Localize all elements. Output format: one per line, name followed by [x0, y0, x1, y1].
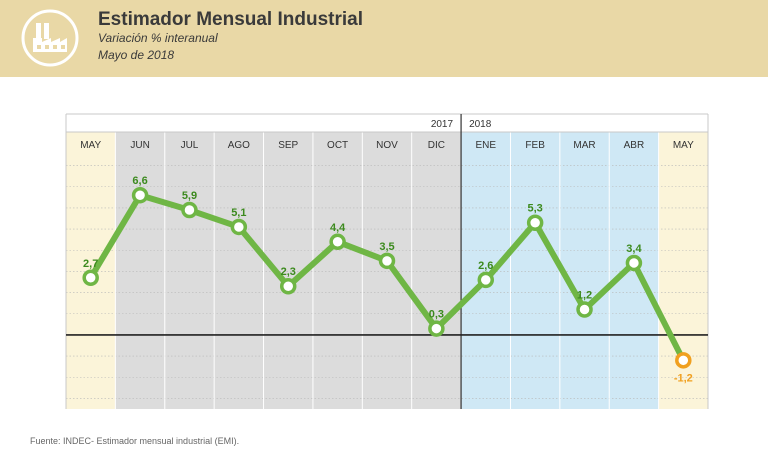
data-label: 3,4 [626, 243, 642, 255]
data-point [625, 254, 643, 272]
tick-label: MAY [673, 140, 694, 151]
year-label-2017: 2017 [431, 119, 454, 130]
data-point [230, 218, 248, 236]
data-point [131, 186, 149, 204]
tick-label: DIC [428, 140, 445, 151]
page-subtitle: Variación % interanual [98, 31, 218, 45]
data-label: 2,3 [281, 266, 296, 278]
band-2017 [115, 114, 462, 409]
data-label: 2,6 [478, 260, 493, 272]
tick-label: SEP [278, 140, 298, 151]
data-point [576, 301, 593, 318]
data-label: 5,9 [182, 190, 197, 202]
data-label: 2,7 [83, 258, 98, 270]
data-label: 3,5 [379, 241, 394, 253]
tick-label: AGO [228, 140, 250, 151]
tick-label: MAR [573, 140, 595, 151]
data-label: 5,3 [528, 203, 543, 215]
data-label: 6,6 [132, 175, 147, 187]
data-label: 0,3 [429, 309, 444, 321]
data-point [526, 214, 544, 231]
header-banner: Estimador Mensual Industrial Variación %… [0, 0, 768, 77]
tick-label: FEB [525, 140, 545, 151]
page-title: Estimador Mensual Industrial [98, 9, 363, 30]
tick-label: NOV [376, 140, 398, 151]
source-note: Fuente: INDEC- Estimador mensual industr… [30, 436, 240, 446]
line-chart: 2017 2018 MAY JUN JUL AGO SEP OCT NOV DIC ENE FEB MA… [65, 113, 709, 409]
data-label: 5,1 [231, 207, 246, 219]
data-point [675, 352, 692, 369]
year-label-2018: 2018 [469, 119, 492, 130]
factory-icon [21, 9, 79, 67]
tick-label: MAY [80, 140, 101, 151]
tick-label: ABR [624, 140, 645, 151]
data-label: 4,4 [330, 222, 346, 234]
data-point [378, 252, 396, 270]
data-point [82, 269, 99, 287]
data-point [428, 320, 445, 337]
page-date: Mayo de 2018 [98, 48, 175, 62]
tick-label: JUL [181, 140, 199, 151]
tick-label: JUN [130, 140, 149, 151]
data-point [279, 277, 297, 295]
data-label: -1,2 [674, 372, 693, 384]
band-first-month [66, 114, 116, 409]
data-label: 1,2 [577, 290, 592, 302]
data-point [329, 233, 346, 251]
tick-label: ENE [475, 140, 496, 151]
data-point [181, 201, 198, 219]
tick-label: OCT [327, 140, 348, 151]
year-strip [66, 114, 708, 132]
data-point [477, 271, 495, 289]
